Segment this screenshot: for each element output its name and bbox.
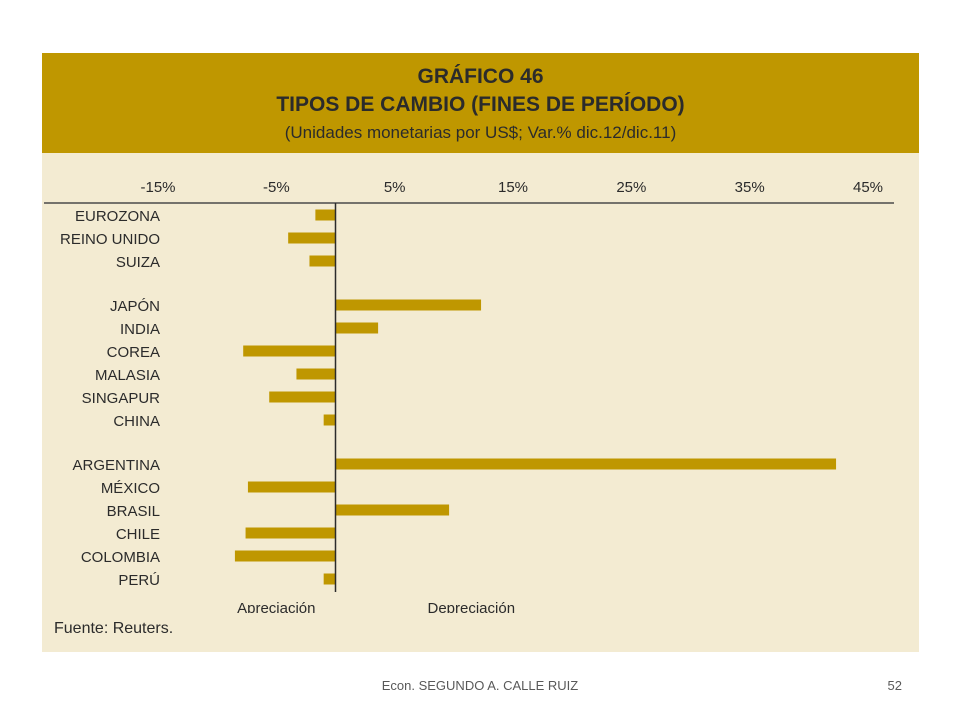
x-tick-label: 25% (616, 179, 646, 196)
bar (323, 414, 336, 426)
x-tick-label: -5% (263, 179, 290, 196)
category-label: PERÚ (118, 572, 160, 589)
x-tick-label: 5% (384, 179, 406, 196)
bar (234, 550, 336, 562)
chart-header: GRÁFICO 46 TIPOS DE CAMBIO (FINES DE PER… (42, 53, 919, 153)
bar (315, 209, 336, 221)
category-label: CHILE (116, 526, 160, 543)
bar (296, 368, 336, 380)
x-tick-label: 45% (853, 179, 883, 196)
slide-footer: Econ. SEGUNDO A. CALLE RUIZ 52 (0, 678, 960, 698)
category-label: INDIA (120, 321, 160, 338)
category-label: MALASIA (95, 367, 160, 384)
bar (335, 504, 450, 516)
bar (245, 527, 336, 539)
category-label: MÉXICO (101, 480, 160, 497)
category-label: EUROZONA (75, 208, 160, 225)
annotation-appreciation: Apreciación (237, 600, 315, 613)
category-label: SUIZA (116, 254, 160, 271)
category-label: BRASIL (107, 503, 160, 520)
category-label: COLOMBIA (81, 549, 160, 566)
bar (243, 345, 336, 357)
x-tick-label: 15% (498, 179, 528, 196)
category-label: REINO UNIDO (60, 231, 160, 248)
source-note: Fuente: Reuters. (54, 620, 174, 637)
x-tick-label: 35% (735, 179, 765, 196)
category-label: SINGAPUR (82, 390, 161, 407)
category-label: ARGENTINA (72, 457, 160, 474)
page-number: 52 (887, 678, 902, 693)
x-tick-label: -15% (140, 179, 175, 196)
bar (335, 322, 379, 334)
category-label: COREA (107, 344, 160, 361)
chart-title: GRÁFICO 46 (417, 65, 544, 88)
bar-chart: -15% -5% 5% 15% 25% 35% 45% EUROZONA REINO UNIDO… (44, 179, 894, 613)
footer-author: Econ. SEGUNDO A. CALLE RUIZ (381, 678, 579, 693)
bar (309, 255, 336, 267)
chart-panel: GRÁFICO 46 TIPOS DE CAMBIO (FINES DE PER… (42, 53, 919, 652)
chart-units: (Unidades monetarias por US$; Var.% dic.… (284, 123, 677, 142)
bar (335, 458, 837, 470)
bar (269, 391, 336, 403)
bar (288, 232, 336, 244)
annotation-depreciation: Depreciación (428, 600, 516, 613)
category-label: JAPÓN (110, 298, 160, 315)
bar (335, 299, 482, 311)
chart-subtitle: TIPOS DE CAMBIO (FINES DE PERÍODO) (276, 93, 685, 116)
category-label: CHINA (113, 413, 160, 430)
bar (323, 573, 336, 585)
bar (247, 481, 336, 493)
